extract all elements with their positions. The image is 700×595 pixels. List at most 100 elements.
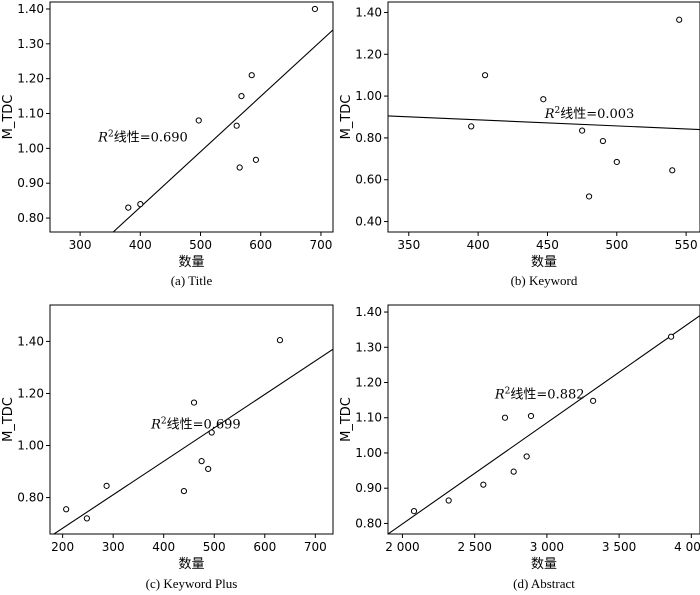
data-point <box>480 481 487 488</box>
y-tick-label: 1.40 <box>17 334 44 348</box>
x-tick-label: 500 <box>605 238 628 252</box>
y-tick-label: 0.90 <box>355 481 382 495</box>
fit-line <box>112 29 333 232</box>
data-point <box>445 497 452 504</box>
data-point <box>103 482 110 489</box>
panel-caption: (c) Keyword Plus <box>146 576 238 591</box>
x-tick-label: 450 <box>536 238 559 252</box>
data-point <box>668 333 675 340</box>
y-axis-title: M_TDC <box>339 95 354 140</box>
data-point <box>233 122 240 129</box>
data-point <box>276 337 284 344</box>
data-point <box>599 137 607 145</box>
x-axis-title: 数量 <box>531 255 557 270</box>
y-axis-title: M_TDC <box>1 397 16 442</box>
data-point <box>410 508 418 515</box>
data-point <box>540 96 547 103</box>
y-tick-label: 1.10 <box>355 411 382 425</box>
panel-caption: (a) Title <box>171 273 213 288</box>
data-point <box>669 167 676 174</box>
r-squared-annotation: R2线性=0.003 <box>544 106 635 122</box>
x-tick-label: 2 000 <box>385 540 419 554</box>
data-point <box>238 92 245 100</box>
r-squared-annotation: R2线性=0.699 <box>150 417 241 433</box>
y-tick-label: 0.40 <box>355 215 382 229</box>
r-squared-annotation: R2线性=0.882 <box>494 386 585 402</box>
data-point <box>579 127 586 134</box>
data-point <box>468 123 475 130</box>
x-tick-label: 2 500 <box>457 540 491 554</box>
x-tick-label: 3 500 <box>602 540 636 554</box>
x-tick-label: 700 <box>310 238 333 252</box>
x-axis-title: 数量 <box>531 557 557 572</box>
data-point <box>676 16 683 23</box>
x-tick-label: 400 <box>152 540 175 554</box>
data-point <box>190 399 198 406</box>
x-tick-label: 200 <box>51 540 74 554</box>
y-axis-title: M_TDC <box>339 397 354 442</box>
data-point <box>83 515 90 522</box>
y-tick-label: 1.10 <box>17 107 44 121</box>
y-tick-label: 1.40 <box>17 2 44 16</box>
x-tick-label: 700 <box>304 540 327 554</box>
data-point <box>205 465 212 473</box>
data-point <box>248 72 255 79</box>
y-tick-label: 1.20 <box>355 376 382 390</box>
y-tick-label: 1.00 <box>355 446 382 460</box>
y-tick-label: 1.30 <box>355 340 382 354</box>
data-point <box>125 204 132 211</box>
plot-frame <box>387 1 700 233</box>
y-tick-label: 1.20 <box>355 47 382 61</box>
chart-panel-3: 2 000 2 500 3 000 3 500 4 000 0.80 0.90 1.00 1.1… <box>339 304 700 591</box>
data-point <box>510 468 517 475</box>
x-tick-label: 3 000 <box>530 540 564 554</box>
y-tick-label: 1.00 <box>17 439 44 453</box>
plot-frame <box>49 1 334 233</box>
data-point <box>195 117 202 124</box>
data-point <box>481 72 489 79</box>
fit-line <box>388 115 700 131</box>
data-point <box>590 397 597 404</box>
x-tick-label: 550 <box>675 238 698 252</box>
chart-panel-0: 300 400 500 600 700 0.80 0.90 1.00 1.10 1.20 1.30 1… <box>1 1 334 288</box>
chart-panel-1: 350 400 450 500 550 0.40 0.60 0.80 1.00 1.20 1.40 R… <box>339 1 700 288</box>
data-point <box>501 414 509 421</box>
data-point <box>236 164 243 171</box>
x-tick-label: 500 <box>203 540 226 554</box>
y-tick-label: 0.80 <box>355 516 382 530</box>
plot-frame <box>49 304 334 535</box>
y-tick-label: 0.80 <box>17 211 44 225</box>
x-tick-label: 400 <box>467 238 490 252</box>
r-squared-annotation: R2线性=0.690 <box>97 129 188 145</box>
fit-line <box>388 315 700 534</box>
data-point <box>180 487 188 495</box>
y-tick-label: 0.80 <box>355 131 382 145</box>
x-tick-label: 500 <box>189 238 212 252</box>
y-tick-label: 0.80 <box>17 491 44 505</box>
x-tick-label: 4 000 <box>674 540 700 554</box>
panel-caption: (d) Abstract <box>513 576 575 591</box>
x-tick-label: 400 <box>129 238 152 252</box>
chart-panel-2: 200 300 400 500 600 700 0.80 1.00 1.20 1.40 R2线性=0… <box>1 304 334 591</box>
plot-frame <box>387 304 700 535</box>
x-tick-label: 300 <box>69 238 92 252</box>
y-tick-label: 1.20 <box>17 386 44 400</box>
fit-line <box>52 348 333 534</box>
x-axis-title: 数量 <box>178 557 204 572</box>
y-tick-label: 0.60 <box>355 173 382 187</box>
data-point <box>208 429 215 436</box>
data-point <box>252 156 260 163</box>
y-axis-title: M_TDC <box>1 95 16 140</box>
y-tick-label: 1.20 <box>17 72 44 86</box>
data-point <box>613 158 620 166</box>
y-tick-label: 1.40 <box>355 305 382 319</box>
y-tick-label: 0.90 <box>17 176 44 190</box>
x-tick-label: 350 <box>397 238 420 252</box>
data-point <box>137 201 144 208</box>
x-tick-label: 300 <box>102 540 125 554</box>
x-tick-label: 600 <box>253 540 276 554</box>
y-tick-label: 1.30 <box>17 37 44 51</box>
data-point <box>523 453 530 460</box>
y-tick-label: 1.40 <box>355 5 382 19</box>
